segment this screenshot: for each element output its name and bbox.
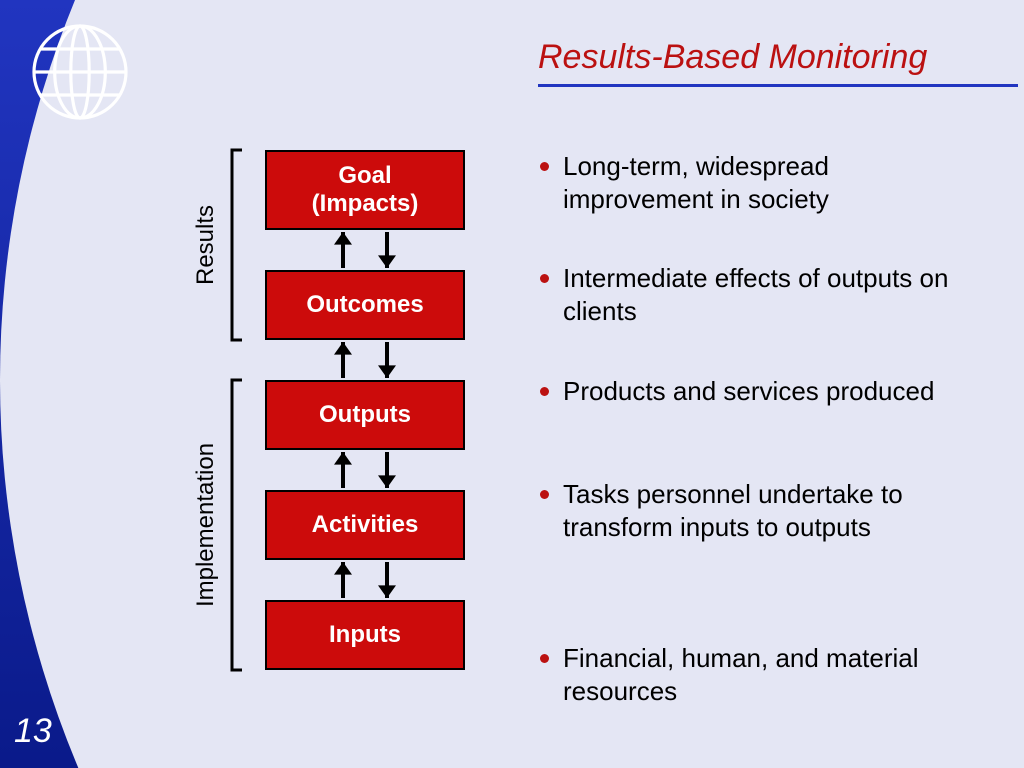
bullet-item: Products and services produced [540,375,980,408]
diagram-box: Inputs [265,600,465,670]
bullet-text: Financial, human, and material resources [563,642,980,707]
bullet-dot-icon [540,274,549,283]
group-label: Results [192,205,220,285]
bullet-item: Financial, human, and material resources [540,642,980,707]
diagram-box: Goal (Impacts) [265,150,465,230]
bullet-item: Tasks personnel undertake to transform i… [540,478,980,543]
bullet-item: Intermediate effects of outputs on clien… [540,262,980,327]
diagram-box: Activities [265,490,465,560]
title-underline [538,84,1018,87]
bullet-text: Intermediate effects of outputs on clien… [563,262,980,327]
bullet-text: Products and services produced [563,375,934,408]
group-label: Implementation [192,443,220,607]
page-number: 13 [14,712,52,751]
bullet-text: Tasks personnel undertake to transform i… [563,478,980,543]
bullet-item: Long-term, widespread improvement in soc… [540,150,980,215]
bullet-dot-icon [540,654,549,663]
slide-stage: Results-Based Monitoring Goal (Impacts) Ou… [0,0,1024,768]
diagram-box: Outputs [265,380,465,450]
bullet-dot-icon [540,387,549,396]
bullet-dot-icon [540,162,549,171]
diagram-box: Outcomes [265,270,465,340]
bullet-dot-icon [540,490,549,499]
slide-title: Results-Based Monitoring [538,38,927,77]
globe-icon [28,20,132,124]
bullet-text: Long-term, widespread improvement in soc… [563,150,980,215]
